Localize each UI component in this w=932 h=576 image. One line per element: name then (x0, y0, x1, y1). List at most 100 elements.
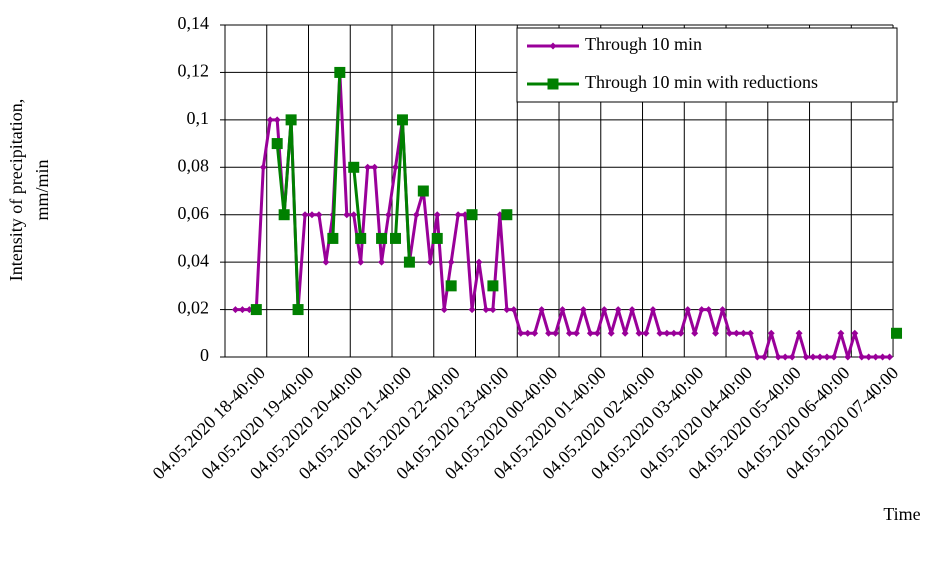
y-axis-title: Intensity of precipitation, (6, 99, 26, 281)
marker (357, 258, 365, 266)
y-tick-label: 0,04 (178, 250, 210, 270)
marker (830, 353, 838, 361)
marker (433, 211, 441, 219)
marker (886, 353, 894, 361)
marker (579, 306, 587, 314)
legend-box (516, 27, 898, 103)
marker (872, 353, 880, 361)
marker (501, 209, 513, 221)
marker (292, 304, 304, 316)
legend-label: Through 10 min with reductions (585, 72, 818, 92)
marker (642, 329, 650, 337)
marker (781, 353, 789, 361)
marker (259, 163, 267, 171)
marker (510, 306, 518, 314)
y-tick-label: 0,06 (178, 203, 210, 223)
marker (732, 329, 740, 337)
marker (391, 163, 399, 171)
marker (489, 306, 497, 314)
marker (753, 353, 761, 361)
marker (663, 329, 671, 337)
marker (559, 306, 566, 314)
marker (746, 329, 754, 337)
marker (719, 306, 727, 314)
marker (670, 329, 678, 337)
marker (656, 329, 664, 337)
marker (371, 163, 379, 171)
marker (475, 258, 483, 266)
marker (614, 306, 622, 314)
marker (231, 306, 239, 314)
marker (767, 329, 775, 337)
marker (565, 329, 573, 337)
marker (389, 232, 401, 244)
plot (231, 66, 903, 361)
marker (301, 211, 309, 219)
marker (621, 329, 629, 337)
marker (823, 353, 831, 361)
marker (329, 211, 337, 219)
marker (705, 306, 713, 314)
y-axis-title: mm/min (32, 159, 52, 220)
y-tick-label: 0,14 (178, 13, 210, 33)
marker (809, 353, 817, 361)
marker (851, 329, 859, 337)
marker (891, 327, 903, 339)
marker (385, 211, 393, 219)
marker (355, 232, 367, 244)
marker (649, 306, 657, 314)
legend: Through 10 min Through 10 min with reduct… (516, 27, 898, 103)
marker (440, 306, 448, 314)
marker (802, 353, 810, 361)
marker (322, 258, 330, 266)
marker (816, 353, 824, 361)
marker (844, 353, 852, 361)
marker (334, 66, 346, 78)
marker (739, 329, 747, 337)
marker (600, 306, 608, 314)
marker (285, 114, 297, 126)
marker (635, 329, 643, 337)
marker (308, 211, 316, 219)
marker (343, 211, 351, 219)
marker (586, 329, 594, 337)
marker (445, 280, 457, 292)
marker (628, 306, 636, 314)
marker (593, 329, 601, 337)
marker (273, 116, 281, 124)
marker (447, 258, 455, 266)
legend-marker (549, 42, 557, 50)
marker (454, 211, 462, 219)
marker (698, 306, 706, 314)
marker (487, 280, 499, 292)
legend-label: Through 10 min (585, 34, 702, 54)
marker (278, 209, 290, 221)
marker (271, 138, 283, 150)
marker (691, 329, 699, 337)
marker (327, 232, 339, 244)
marker (524, 329, 532, 337)
marker (531, 329, 539, 337)
marker (266, 116, 274, 124)
marker (517, 329, 525, 337)
marker (677, 329, 685, 337)
marker (545, 329, 553, 337)
marker (552, 329, 560, 337)
marker (865, 353, 873, 361)
marker (774, 353, 782, 361)
marker (503, 306, 511, 314)
marker (417, 185, 429, 197)
marker (468, 306, 476, 314)
marker (403, 256, 415, 268)
marker (726, 329, 734, 337)
marker (315, 211, 323, 219)
marker (376, 232, 388, 244)
marker (795, 329, 803, 337)
marker (837, 329, 845, 337)
marker (684, 306, 692, 314)
marker (348, 161, 360, 173)
x-axis-title: Time (883, 504, 920, 524)
marker (364, 163, 372, 171)
y-tick-label: 0 (200, 345, 209, 365)
